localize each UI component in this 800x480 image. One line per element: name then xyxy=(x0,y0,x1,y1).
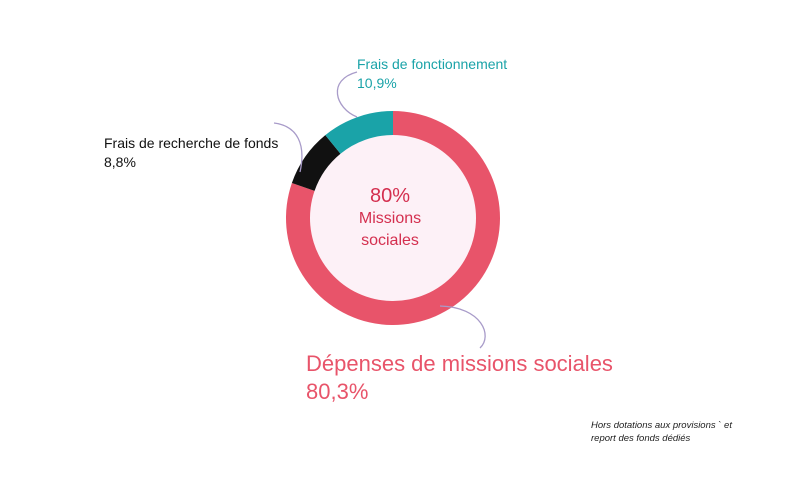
leader-line-fonctionnement xyxy=(336,71,358,118)
label-frais-recherche-fonds-name: Frais de recherche de fonds xyxy=(104,135,279,151)
label-frais-recherche-fonds-value: 8,8% xyxy=(104,154,136,170)
center-caption: Missions sociales xyxy=(358,210,422,249)
label-frais-fonctionnement-value: 10,9% xyxy=(357,75,397,91)
label-missions-sociales: Dépenses de missions sociales 80,3% xyxy=(306,350,613,406)
label-frais-recherche-fonds: Frais de recherche de fonds 8,8% xyxy=(104,134,278,172)
center-percentage: 80% xyxy=(369,185,411,207)
donut-slice-2 xyxy=(325,111,393,154)
label-frais-fonctionnement-name: Frais de fonctionnement xyxy=(357,56,508,72)
label-missions-sociales-value: 80,3% xyxy=(306,379,369,404)
leader-line-missions xyxy=(439,305,486,349)
donut-center-label: 80% Missions sociales xyxy=(300,184,480,252)
footnote: Hors dotations aux provisions ` et repor… xyxy=(591,420,732,444)
label-missions-sociales-name: Dépenses de missions sociales xyxy=(306,351,613,376)
leader-line-fonds xyxy=(273,122,303,173)
label-frais-fonctionnement: Frais de fonctionnement 10,9% xyxy=(357,55,507,93)
donut-slice-1 xyxy=(291,135,341,191)
donut-center-circle xyxy=(310,135,476,301)
